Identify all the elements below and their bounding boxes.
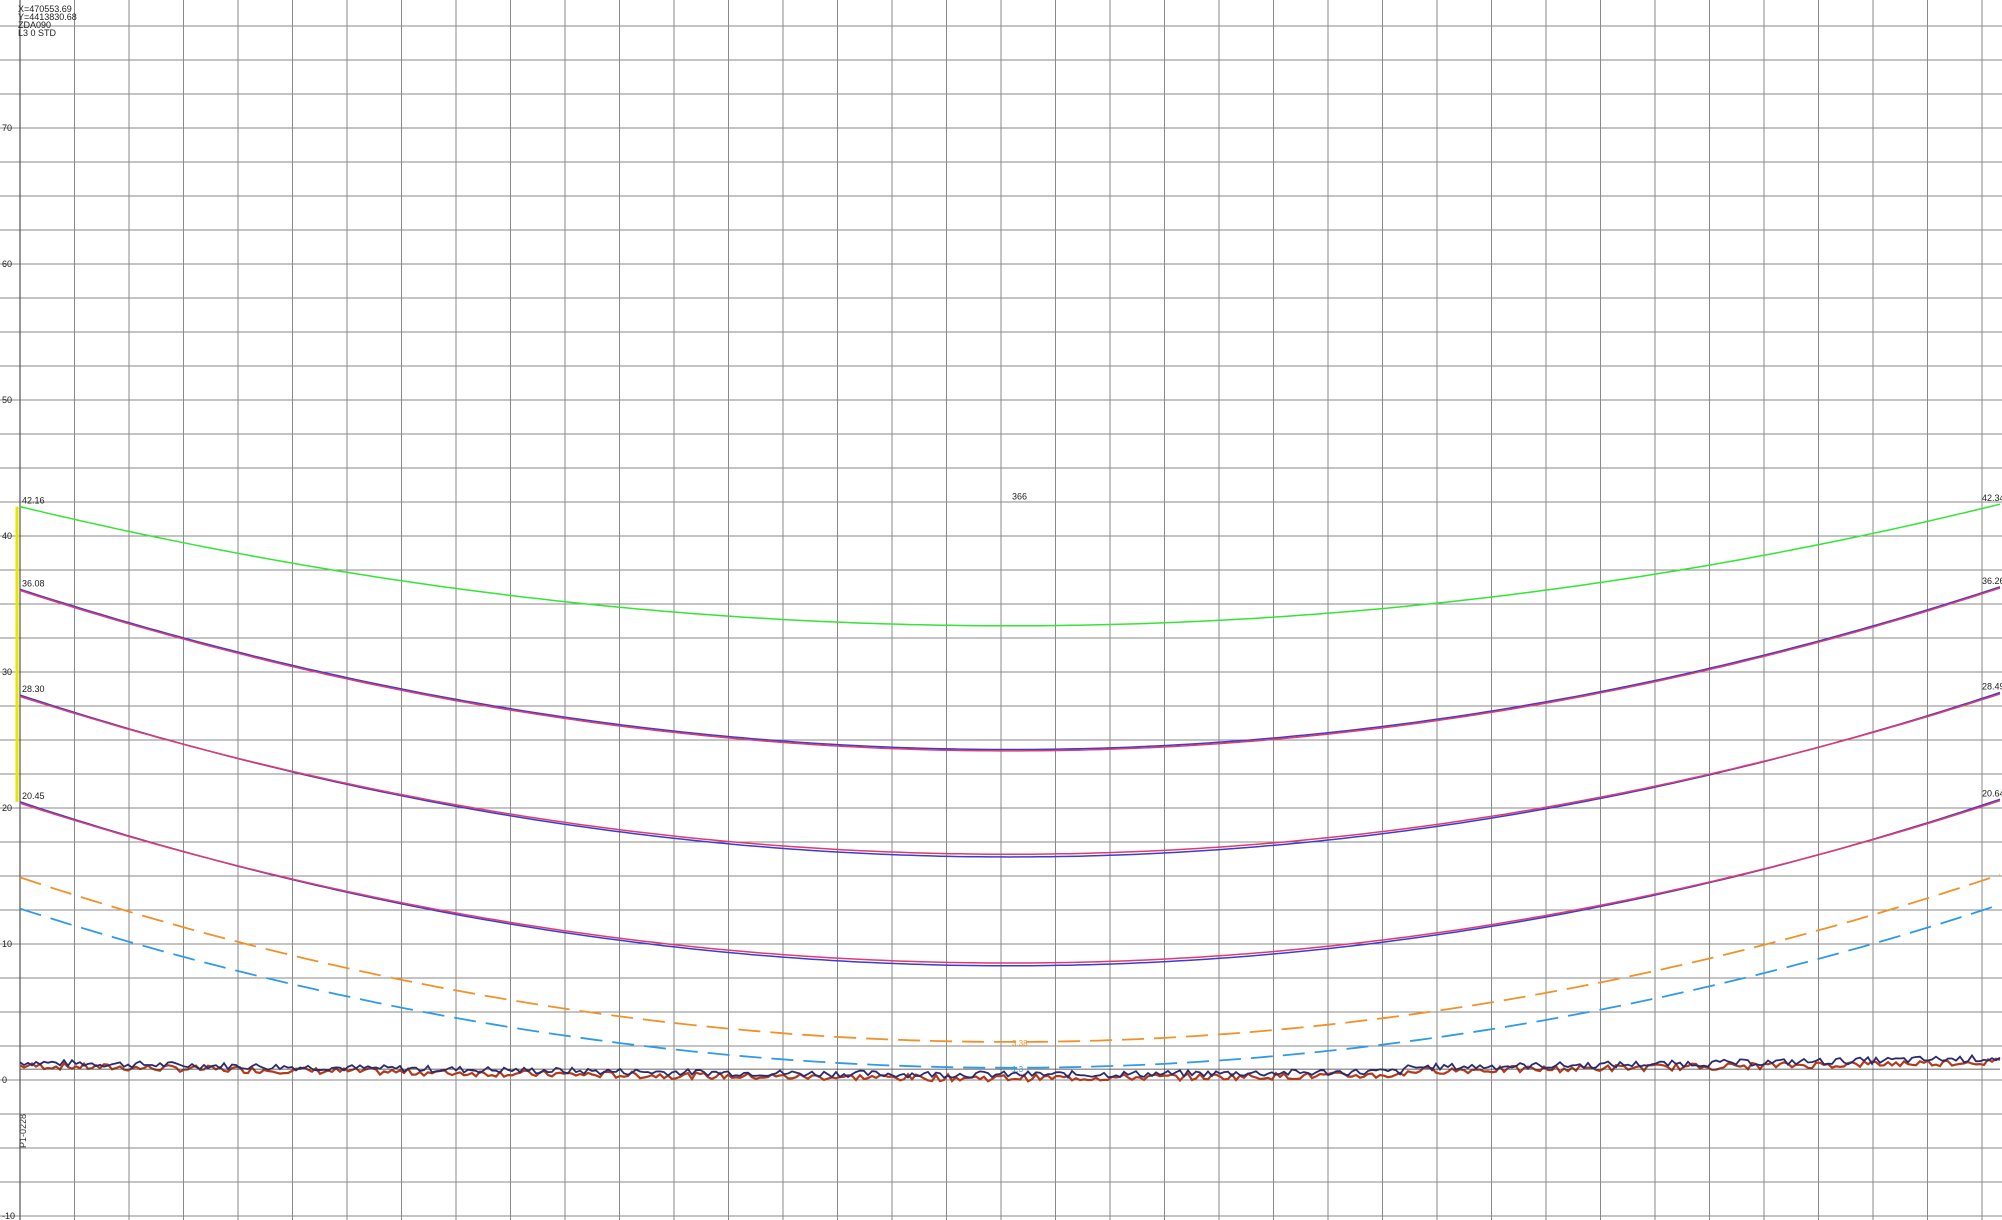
- curve-lightblue: [19, 903, 2001, 1069]
- right-end-label: 20.64: [1982, 788, 2002, 798]
- y-tick-label: 60: [2, 259, 12, 269]
- span-label: 366: [1012, 491, 1027, 501]
- curve-orange: [19, 873, 2001, 1043]
- curve-green: [19, 503, 2001, 627]
- right-end-label: 36.26: [1982, 576, 2002, 586]
- coordinate-info: X=470553.69 Y=4413830.68 ZDA090 L3 0 STD: [18, 4, 77, 38]
- curve-red2: [19, 693, 2001, 855]
- y-tick-label: 40: [2, 531, 12, 541]
- y-tick-label: 10: [2, 939, 12, 949]
- right-end-label: 42.34: [1982, 493, 2002, 503]
- right-end-label: 28.49: [1982, 682, 2002, 692]
- left-end-label: 28.30: [22, 684, 45, 694]
- mid-value-label: 1.3: [1012, 1065, 1024, 1074]
- y-tick-label: 70: [2, 123, 12, 133]
- left-end-label: 42.16: [22, 496, 45, 506]
- info-line-z: ZDA090: [18, 20, 52, 30]
- support-label: P1-0228: [18, 1114, 28, 1148]
- left-end-label: 20.45: [22, 791, 45, 801]
- left-end-label: 36.08: [22, 578, 45, 588]
- curve-red1: [19, 587, 2001, 752]
- info-line-std: L3 0 STD: [18, 28, 57, 38]
- curve-blue2: [19, 691, 2001, 858]
- conductor-curves: [19, 503, 2001, 1069]
- y-tick-label: 30: [2, 667, 12, 677]
- value-labels: 42.16 42.34 36.08 36.26 28.30 28.49 20.45 20.64…: [22, 491, 2002, 1073]
- info-line-x: X=470553.69: [18, 4, 72, 14]
- curve-red3: [19, 799, 2001, 964]
- mid-value-label: 3.38: [1012, 1039, 1028, 1048]
- y-tick-label: 50: [2, 395, 12, 405]
- y-tick-label: 0: [2, 1075, 7, 1085]
- curve-blue1: [19, 586, 2001, 751]
- ground-line-dark: [19, 1053, 2001, 1079]
- ground-profile: [19, 1053, 2001, 1083]
- info-line-y: Y=4413830.68: [18, 12, 77, 22]
- y-tick-label: 20: [2, 803, 12, 813]
- y-axis-ticks: 70 60 50 40 30 20 10 0 -10 P1-0228: [2, 123, 28, 1220]
- curve-blue3: [19, 798, 2001, 967]
- y-tick-label: -10: [2, 1211, 15, 1220]
